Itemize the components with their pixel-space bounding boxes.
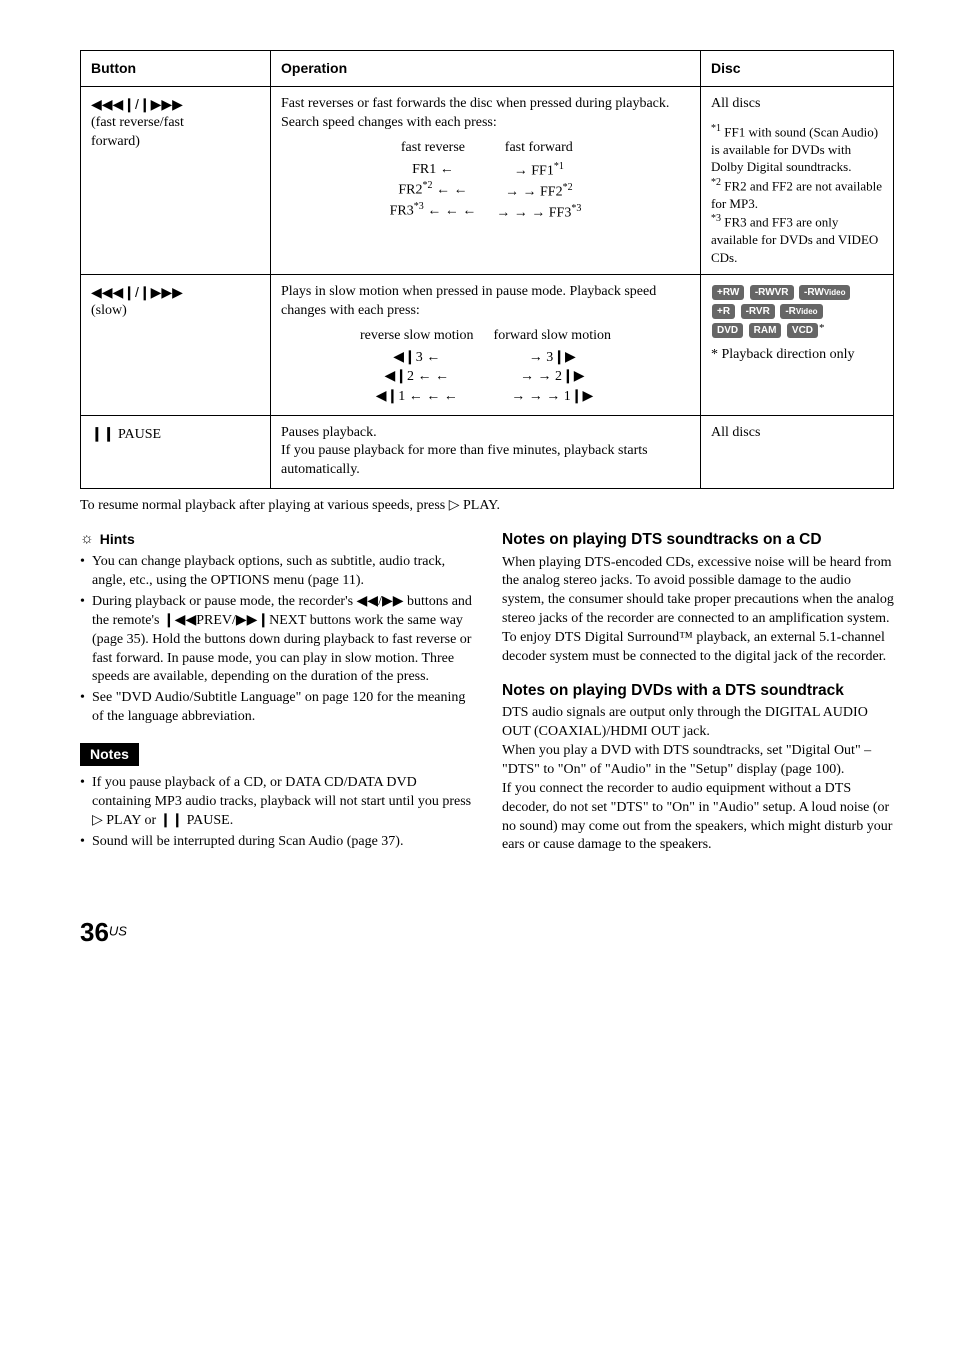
hints-list: You can change playback options, such as…	[80, 553, 472, 727]
speed-left-label: fast reverse	[390, 139, 477, 158]
speed-right-label: forward slow motion	[494, 327, 611, 346]
table-row: ❙❙ PAUSE Pauses playback.If you pause pl…	[81, 415, 894, 489]
speed-row: ◀❙2 ← ←	[360, 367, 474, 387]
disc-main: All discs	[711, 95, 883, 114]
badge: VCD	[787, 323, 818, 338]
resume-line: To resume normal playback after playing …	[80, 497, 894, 516]
page-number: 36US	[80, 915, 894, 950]
slow-icon: ◀◀◀❙/❙▶▶▶	[91, 283, 260, 302]
speed-row: → → → 1❙▶	[494, 387, 611, 407]
th-disc: Disc	[701, 51, 894, 87]
badge: +RW	[712, 285, 744, 300]
table-row: ◀◀◀❙/❙▶▶▶ (fast reverse/fastforward) Fas…	[81, 86, 894, 274]
operations-table: Button Operation Disc ◀◀◀❙/❙▶▶▶ (fast re…	[80, 50, 894, 489]
badge: +R	[712, 304, 735, 319]
speed-left-label: reverse slow motion	[360, 327, 474, 346]
badge: -RVideo	[780, 304, 822, 319]
speed-row: FR1 ←	[390, 160, 477, 180]
disc-main: All discs	[711, 424, 883, 443]
speed-block: fast reverse FR1 ← FR2*2 ← ← FR3*3 ← ← ←…	[281, 139, 690, 224]
page-num-suffix: US	[109, 924, 127, 939]
disc-badges: +RW -RWVR -RWVideo +R -RVR -RVideo DVD R…	[711, 283, 883, 340]
speed-right-label: fast forward	[496, 139, 581, 158]
op-text: Pauses playback.If you pause playback fo…	[281, 424, 690, 481]
speed-block: reverse slow motion ◀❙3 ← ◀❙2 ← ← ◀❙1 ← …	[281, 327, 690, 407]
body-text: DTS audio signals are output only throug…	[502, 704, 894, 742]
notes-heading: Notes	[80, 743, 139, 766]
hint-icon: ☼	[80, 532, 94, 547]
table-row: ◀◀◀❙/❙▶▶▶ (slow) Plays in slow motion wh…	[81, 275, 894, 415]
page-num-main: 36	[80, 917, 109, 947]
op-intro: Plays in slow motion when pressed in pau…	[281, 283, 690, 321]
speed-row: → → FF2*2	[496, 181, 581, 202]
speed-row: ◀❙3 ←	[360, 348, 474, 368]
button-sublabel: (fast reverse/fastforward)	[91, 114, 260, 152]
button-sublabel: PAUSE	[118, 427, 161, 442]
list-item: Sound will be interrupted during Scan Au…	[80, 833, 472, 852]
op-intro: Fast reverses or fast forwards the disc …	[281, 95, 690, 133]
speed-row: ◀❙1 ← ← ←	[360, 387, 474, 407]
speed-row: FR2*2 ← ←	[390, 179, 477, 200]
badge: -RVR	[741, 304, 775, 319]
hints-heading: Hints	[100, 530, 135, 549]
disc-footnote: *1 FF1 with sound (Scan Audio) is availa…	[711, 122, 883, 176]
notes-list: If you pause playback of a CD, or DATA C…	[80, 774, 472, 852]
disc-footnote: *3 FR3 and FF3 are only available for DV…	[711, 212, 883, 266]
speed-row: → → → FF3*3	[496, 202, 581, 223]
fast-scan-icon: ◀◀◀❙/❙▶▶▶	[91, 95, 260, 114]
section-heading: Notes on playing DVDs with a DTS soundtr…	[502, 681, 894, 700]
pause-icon: ❙❙	[91, 425, 114, 441]
speed-row: → FF1*1	[496, 160, 581, 181]
th-operation: Operation	[271, 51, 701, 87]
speed-row: → 3❙▶	[494, 348, 611, 368]
th-button: Button	[81, 51, 271, 87]
disc-footer: * Playback direction only	[711, 346, 883, 365]
section-heading: Notes on playing DTS soundtracks on a CD	[502, 530, 894, 549]
badge: DVD	[712, 323, 743, 338]
badge: -RWVideo	[799, 285, 850, 300]
speed-row: FR3*3 ← ← ←	[390, 200, 477, 221]
asterisk: *	[819, 322, 825, 334]
button-sublabel: (slow)	[91, 302, 260, 321]
body-text: When you play a DVD with DTS soundtracks…	[502, 742, 894, 780]
body-text: If you connect the recorder to audio equ…	[502, 780, 894, 856]
badge: -RWVR	[750, 285, 794, 300]
list-item: You can change playback options, such as…	[80, 553, 472, 591]
speed-row: → → 2❙▶	[494, 367, 611, 387]
body-text: When playing DTS-encoded CDs, excessive …	[502, 554, 894, 667]
list-item: If you pause playback of a CD, or DATA C…	[80, 774, 472, 831]
badge: RAM	[749, 323, 782, 338]
disc-footnote: *2 FR2 and FF2 are not available for MP3…	[711, 176, 883, 212]
list-item: During playback or pause mode, the recor…	[80, 593, 472, 687]
list-item: See "DVD Audio/Subtitle Language" on pag…	[80, 689, 472, 727]
